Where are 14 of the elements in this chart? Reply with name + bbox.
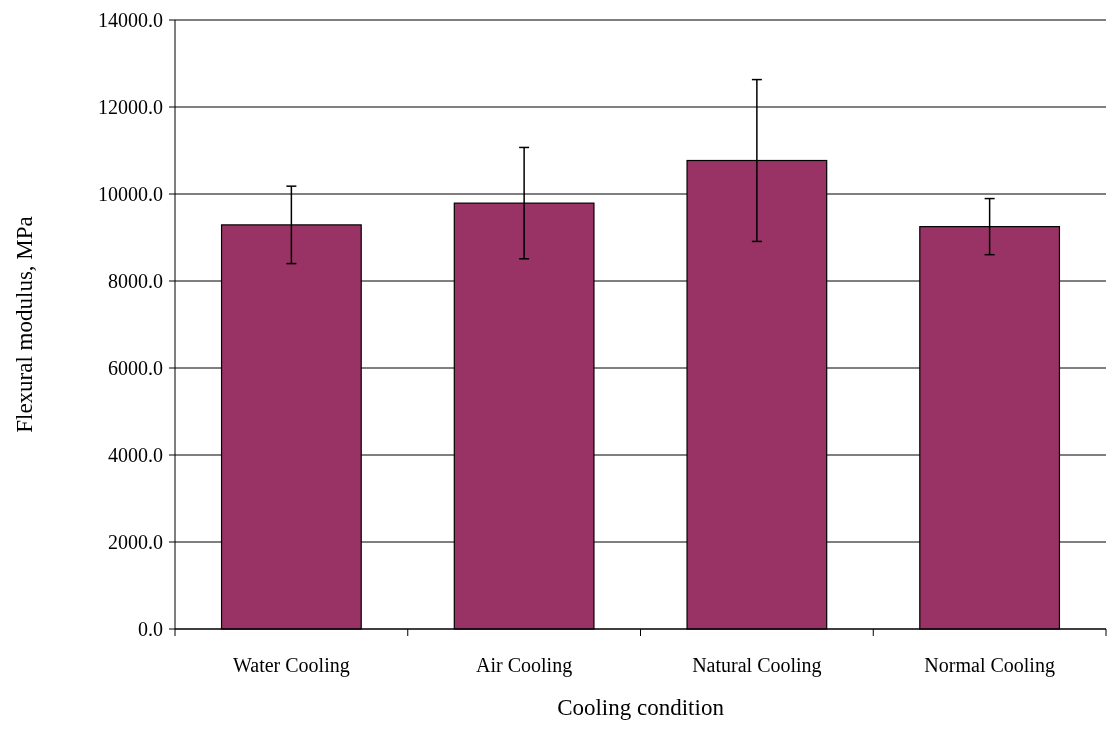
y-tick-label: 2000.0 <box>108 531 163 553</box>
y-tick-label: 6000.0 <box>108 357 163 379</box>
y-tick-label: 12000.0 <box>98 96 163 118</box>
x-tick-label: Water Cooling <box>233 654 350 677</box>
y-tick-label: 0.0 <box>138 618 163 640</box>
y-tick-label: 10000.0 <box>98 183 163 205</box>
y-tick-label: 4000.0 <box>108 444 163 466</box>
y-axis-title: Flexural modulus, MPa <box>12 216 37 433</box>
y-tick-label: 14000.0 <box>98 9 163 31</box>
x-tick-label: Normal Cooling <box>924 654 1055 677</box>
y-tick-label: 8000.0 <box>108 270 163 292</box>
x-tick-label: Natural Cooling <box>692 654 822 677</box>
x-tick-label: Air Cooling <box>476 654 573 677</box>
x-axis-title: Cooling condition <box>557 695 725 720</box>
